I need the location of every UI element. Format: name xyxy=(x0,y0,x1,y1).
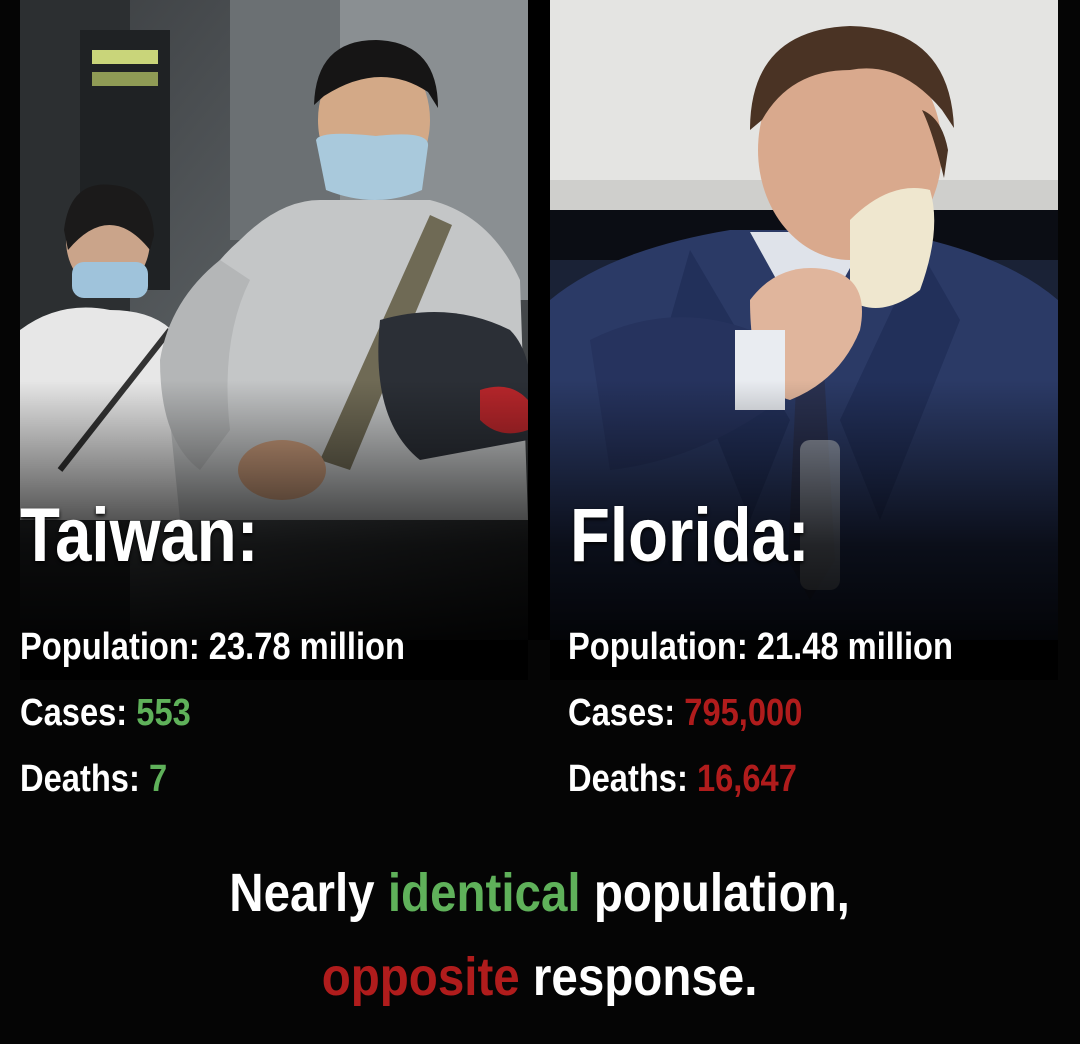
population-label: Population: xyxy=(20,626,200,668)
population-label: Population: xyxy=(568,626,748,668)
cases-label: Cases: xyxy=(568,692,676,734)
florida-panel: Florida: Population: 21.48 million Cases… xyxy=(550,0,1058,1044)
cases-label: Cases: xyxy=(20,692,128,734)
photo-fade xyxy=(20,380,528,680)
florida-population: Population: 21.48 million xyxy=(568,624,953,690)
taiwan-deaths: Deaths: 7 xyxy=(20,756,405,822)
photo-fade xyxy=(550,380,1058,680)
tagline-word: Nearly xyxy=(229,863,376,923)
deaths-label: Deaths: xyxy=(568,758,688,800)
florida-deaths: Deaths: 16,647 xyxy=(568,756,953,822)
deaths-value: 7 xyxy=(148,758,168,800)
florida-stats: Population: 21.48 million Cases: 795,000… xyxy=(568,624,1016,822)
panel-divider xyxy=(528,0,550,640)
florida-title: Florida: xyxy=(570,493,810,578)
taiwan-population: Population: 23.78 million xyxy=(20,624,405,690)
deaths-value: 16,647 xyxy=(696,758,797,800)
taiwan-stats: Population: 23.78 million Cases: 553 Dea… xyxy=(20,624,468,822)
population-value: 21.48 million xyxy=(756,626,953,668)
taiwan-panel: Taiwan: Population: 23.78 million Cases:… xyxy=(20,0,528,1044)
taiwan-cases: Cases: 553 xyxy=(20,690,405,756)
cases-value: 553 xyxy=(136,692,191,734)
tagline-highlight-good: identical xyxy=(388,863,582,923)
tagline-line-1: Nearly identical population, xyxy=(0,862,1080,924)
population-value: 23.78 million xyxy=(208,626,405,668)
tagline-highlight-bad: opposite xyxy=(322,947,521,1007)
tagline-line-2: opposite response. xyxy=(0,946,1080,1008)
deaths-label: Deaths: xyxy=(20,758,140,800)
taiwan-title: Taiwan: xyxy=(20,493,259,578)
tagline-word: response. xyxy=(533,947,758,1007)
cases-value: 795,000 xyxy=(684,692,803,734)
florida-cases: Cases: 795,000 xyxy=(568,690,953,756)
tagline-word: population, xyxy=(594,863,851,923)
